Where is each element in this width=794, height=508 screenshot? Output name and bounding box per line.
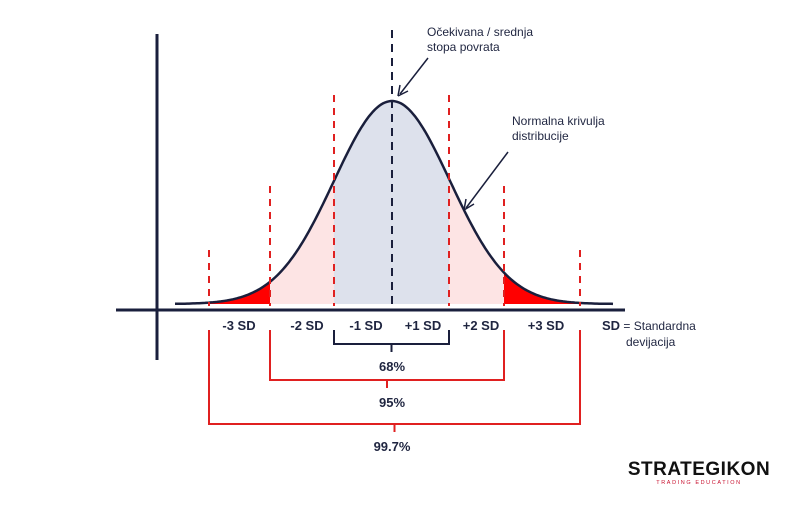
sd-legend-key: SD <box>602 318 621 333</box>
bracket-95 <box>269 330 505 388</box>
sd-label-plus-2: +2 SD <box>462 318 500 333</box>
mean-pointer-arrow <box>397 57 429 97</box>
sd-label-minus-1: -1 SD <box>349 318 383 333</box>
sd-label-minus-2: -2 SD <box>290 318 324 333</box>
fill-band-left <box>270 180 334 304</box>
logo-tagline: TRADING EDUCATION <box>656 480 742 486</box>
range-95-label: 95% <box>378 395 406 410</box>
mean-annotation: Očekivana / srednja stopa povrata <box>427 25 533 55</box>
sd-label-minus-3: -3 SD <box>222 318 256 333</box>
bracket-997 <box>208 330 581 432</box>
fill-tail-right <box>504 272 580 304</box>
curve-annotation-line-2: distribucije <box>512 129 569 143</box>
mean-annotation-line-2: stopa povrata <box>427 40 500 54</box>
bracket-68 <box>333 330 450 352</box>
sd-legend: SD = Standardna devijacija <box>602 318 696 350</box>
sd-legend-text-1: = Standardna <box>623 319 696 333</box>
sd-label-plus-3: +3 SD <box>527 318 565 333</box>
strategikon-logo: STRATEGIKON TRADING EDUCATION <box>625 459 773 486</box>
curve-annotation: Normalna krivulja distribucije <box>512 114 605 144</box>
range-997-label: 99.7% <box>373 439 411 454</box>
normal-curve <box>175 99 614 306</box>
sd-legend-text-2: devijacija <box>626 335 676 349</box>
logo-wordmark: STRATEGIKON <box>627 459 771 480</box>
mean-annotation-line-1: Očekivana / srednja <box>427 25 534 39</box>
sd-label-plus-1: +1 SD <box>404 318 442 333</box>
fill-tail-left <box>209 281 270 304</box>
curve-pointer-arrow <box>463 151 509 211</box>
curve-annotation-line-1: Normalna krivulja <box>512 114 605 128</box>
range-68-label: 68% <box>378 359 406 374</box>
